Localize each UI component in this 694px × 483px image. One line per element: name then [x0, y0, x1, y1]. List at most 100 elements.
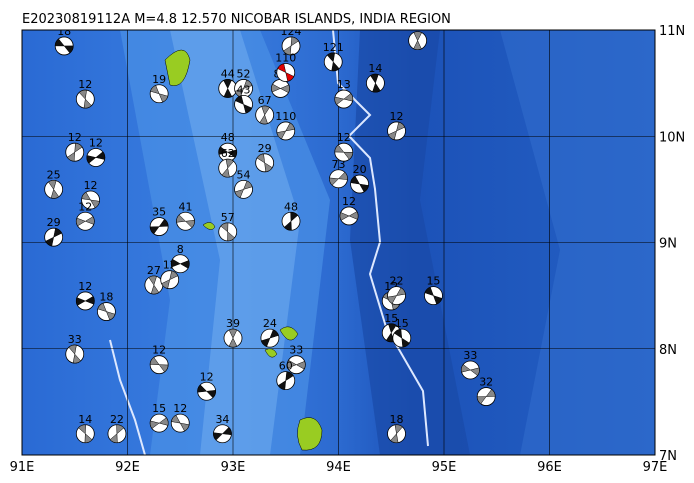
beachball: 13	[334, 78, 354, 109]
beachball: 12	[334, 131, 354, 162]
beachball: 14	[366, 62, 385, 93]
depth-label: 41	[179, 200, 193, 213]
depth-label: 14	[78, 413, 92, 426]
depth-label: 12	[390, 110, 404, 123]
depth-label: 110	[275, 52, 296, 65]
depth-label: 29	[258, 142, 272, 155]
beachball-quadrant	[149, 218, 169, 235]
beachball-quadrant	[387, 287, 406, 304]
beachball-quadrant	[370, 73, 381, 93]
beachball: 14	[75, 413, 95, 444]
depth-label: 15	[395, 317, 409, 330]
beachball: 22	[387, 275, 406, 306]
beachball: 12	[75, 78, 95, 109]
beachball-quadrant	[48, 180, 60, 199]
depth-label: 44	[221, 67, 235, 80]
beachball-quadrant	[149, 417, 169, 429]
beachball: 24	[260, 317, 280, 348]
depth-label: 15	[411, 20, 425, 33]
depth-label: 12	[68, 131, 82, 144]
beachball-quadrant	[45, 228, 63, 247]
lat-label: 9N	[659, 237, 677, 252]
beachball-quadrant	[161, 270, 179, 289]
beachball-quadrant	[213, 427, 232, 441]
beachball: 41	[176, 200, 195, 231]
beachball-quadrant	[150, 85, 169, 103]
lat-label: 10N	[659, 130, 685, 145]
depth-label: 12	[337, 131, 351, 144]
depth-label: 34	[215, 413, 229, 426]
beachball-quadrant	[148, 275, 160, 295]
depth-label: 33	[68, 333, 82, 346]
beachball-quadrant	[78, 424, 93, 443]
beachball-quadrant	[234, 95, 253, 114]
lon-label: 95E	[432, 460, 457, 475]
depth-label: 22	[390, 275, 404, 288]
depth-label: 110	[275, 110, 296, 123]
depth-label: 15	[384, 312, 398, 325]
beachball: 124	[281, 25, 302, 56]
lat-label: 8N	[659, 343, 677, 358]
beachball: 110	[275, 52, 296, 82]
depth-label: 12	[152, 344, 166, 357]
depth-label: 54	[237, 168, 251, 181]
depth-label: 13	[337, 78, 351, 91]
beachball: 22	[107, 413, 127, 444]
depth-label: 20	[353, 163, 367, 176]
beachball-quadrant	[350, 175, 369, 193]
depth-label: 18	[390, 413, 404, 426]
depth-label: 57	[221, 211, 235, 224]
beachball: 67	[255, 94, 275, 125]
beachball: 48	[281, 200, 301, 231]
beachball: 44	[218, 67, 238, 98]
beachball: 33	[460, 349, 480, 380]
beachball: 54	[234, 168, 253, 199]
beachball-quadrant	[334, 144, 354, 160]
beachball-quadrant	[259, 105, 270, 125]
depth-label: 32	[479, 376, 493, 389]
beachball: 62	[218, 147, 238, 178]
beachball-quadrant	[220, 222, 235, 242]
title: E20230819112A M=4.8 12.570 NICOBAR ISLAN…	[22, 12, 451, 27]
depth-label: 14	[368, 62, 382, 75]
beachball: 12	[170, 402, 190, 433]
depth-label: 39	[226, 317, 240, 330]
depth-label: 12	[78, 280, 92, 293]
beachball-quadrant	[413, 31, 423, 50]
depth-label: 124	[281, 25, 302, 38]
beachball-quadrant	[81, 191, 100, 209]
depth-label: 33	[463, 349, 477, 362]
lon-label: 93E	[221, 460, 246, 475]
depth-label: 12	[84, 179, 98, 192]
beachball-quadrant	[176, 214, 195, 228]
depth-label: 52	[237, 67, 251, 80]
lat-label: 11N	[659, 24, 685, 39]
beachball-quadrant	[390, 424, 403, 443]
beachball-quadrant	[260, 329, 279, 347]
beachball: 15	[408, 20, 428, 51]
beachball-quadrant	[277, 371, 294, 390]
beachball-quadrant	[271, 83, 290, 94]
beachball-quadrant	[461, 364, 480, 376]
beachball-quadrant	[76, 216, 95, 227]
beachball-quadrant	[218, 146, 237, 158]
depth-label: 19	[152, 73, 166, 86]
beachball-quadrant	[256, 153, 273, 173]
beachball: 33	[286, 344, 306, 375]
beachball: 60	[276, 360, 296, 391]
frame	[21, 29, 656, 456]
depth-label: 35	[152, 206, 166, 219]
depth-label: 12	[200, 370, 214, 383]
beachball-quadrant	[149, 357, 169, 373]
beachball: 19	[149, 73, 169, 104]
beachball: 33	[65, 333, 85, 364]
depth-label: 8	[177, 243, 184, 256]
beachball-quadrant	[171, 258, 190, 269]
beachball: 12	[339, 195, 359, 226]
depth-label: 60	[279, 360, 293, 373]
beachball: 12	[86, 137, 106, 167]
beachball-quadrant	[283, 36, 299, 56]
beachball: 43	[234, 83, 253, 114]
beachball-quadrant	[326, 52, 340, 72]
beachball-quadrant	[54, 38, 74, 54]
